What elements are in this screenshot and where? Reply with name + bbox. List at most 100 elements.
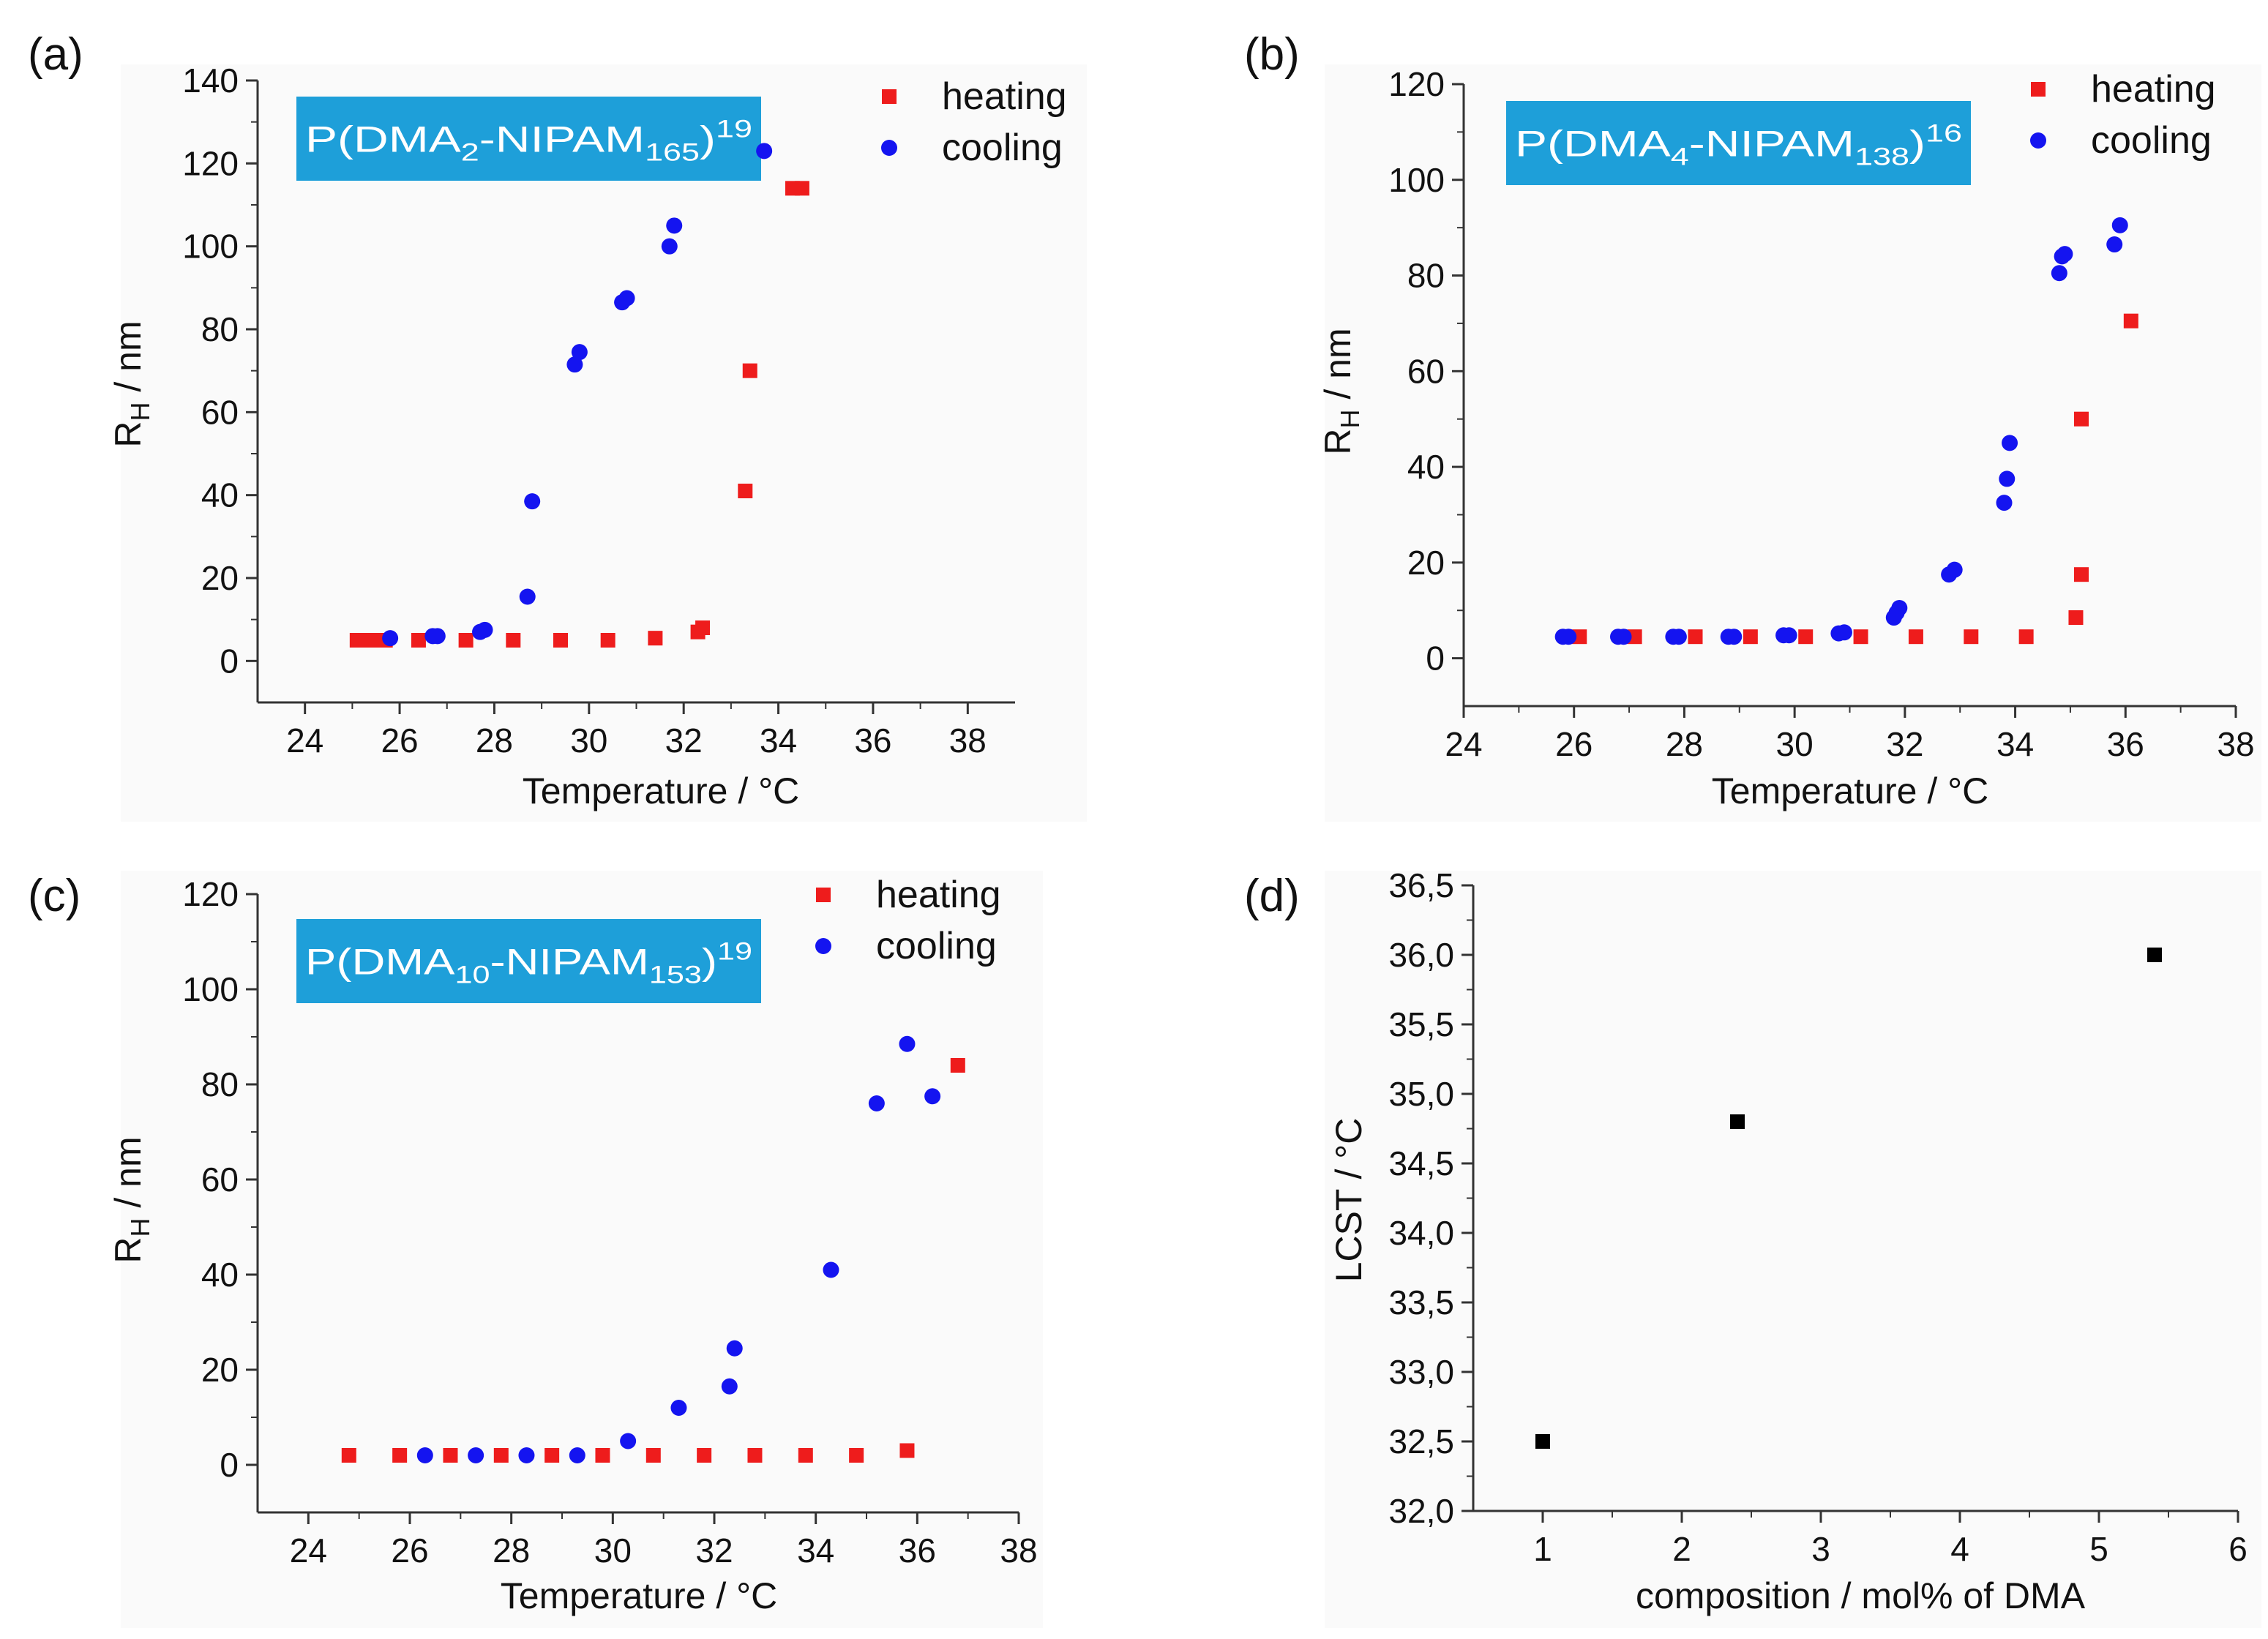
y-tick-label: 36,0 <box>1388 936 1454 974</box>
data-point-cooling <box>726 1340 743 1357</box>
legend-label-cooling: cooling <box>876 925 997 967</box>
data-point-heating <box>1688 629 1703 645</box>
y-tick-label: 120 <box>182 875 239 913</box>
y-tick-label: 80 <box>201 1065 239 1103</box>
data-point-cooling <box>1670 629 1687 645</box>
data-point-cooling <box>569 1447 585 1463</box>
data-point-heating <box>341 1448 356 1463</box>
y-axis-label: RH / nm <box>1317 328 1365 454</box>
data-point-cooling <box>519 588 536 605</box>
y-tick-label: 33,0 <box>1388 1353 1454 1391</box>
data-point-cooling <box>756 143 773 160</box>
data-point-heating <box>493 1448 509 1463</box>
x-tick-label: 5 <box>2089 1530 2108 1568</box>
data-point-cooling <box>429 628 446 645</box>
data-point-cooling <box>416 1447 433 1463</box>
data-point-heating <box>506 633 521 648</box>
x-axis-label: Temperature / °C <box>523 770 799 811</box>
title-box <box>296 919 761 1003</box>
x-tick-label: 34 <box>760 721 797 760</box>
x-tick-label: 30 <box>594 1531 632 1569</box>
data-point-heating <box>2068 610 2084 626</box>
x-tick-label: 4 <box>1950 1530 1969 1568</box>
panel-label: (a) <box>28 29 83 80</box>
data-point-cooling <box>566 356 583 373</box>
data-point-heating <box>595 1448 610 1463</box>
data-point-heating <box>695 620 711 635</box>
data-point-heating <box>1627 629 1642 645</box>
y-tick-label: 32,0 <box>1388 1492 1454 1530</box>
data-point-heating <box>648 631 663 646</box>
data-point-heating <box>798 1448 813 1463</box>
x-tick-label: 32 <box>665 721 703 760</box>
legend-label-cooling: cooling <box>942 127 1063 169</box>
data-point-cooling <box>2002 435 2018 451</box>
data-point-cooling <box>1946 561 1963 578</box>
y-tick-label: 100 <box>182 970 239 1008</box>
panel-background <box>1325 64 2261 822</box>
data-point-cooling <box>1999 470 2016 487</box>
title-box <box>1506 101 1971 185</box>
chart-panel-c: 24 26 28 30 32 34 36 38 0 20 40 60 80 100 120 Temperatu… <box>28 871 1043 1628</box>
y-tick-label: 0 <box>220 1446 239 1484</box>
y-tick-label: 34,0 <box>1388 1214 1454 1252</box>
data-point-heating <box>2074 567 2089 582</box>
data-point-heating <box>2074 411 2089 427</box>
data-point-heating <box>364 633 379 648</box>
x-tick-label: 30 <box>1776 725 1814 763</box>
data-point-heating <box>747 1448 763 1463</box>
x-tick-label: 24 <box>286 721 323 760</box>
data-point-cooling <box>524 493 541 510</box>
data-point-heating <box>349 633 364 648</box>
y-tick-label: 36,5 <box>1388 866 1454 904</box>
y-tick-label: 100 <box>1388 161 1445 199</box>
data-point-cooling <box>620 1433 637 1449</box>
y-tick-label: 40 <box>201 476 239 514</box>
data-point-heating <box>738 484 753 498</box>
panel-background <box>1325 871 2261 1628</box>
y-tick-label: 35,0 <box>1388 1075 1454 1113</box>
data-point-cooling <box>476 621 493 638</box>
data-point-heating <box>899 1443 915 1458</box>
legend-label-heating: heating <box>876 874 1001 916</box>
data-point-cooling <box>1891 599 1908 616</box>
data-point-LCST <box>2147 948 2162 962</box>
x-axis-label: Temperature / °C <box>1712 770 1988 811</box>
data-point-heating <box>2018 629 2034 645</box>
data-point-heating <box>2123 313 2138 329</box>
x-tick-label: 32 <box>1886 725 1923 763</box>
data-point-heating <box>392 1448 408 1463</box>
y-tick-label: 20 <box>1407 544 1445 582</box>
data-point-heating <box>1964 629 1979 645</box>
y-tick-label: 32,5 <box>1388 1422 1454 1460</box>
legend-marker-heating <box>2031 82 2046 97</box>
data-point-cooling <box>468 1447 484 1463</box>
y-tick-label: 0 <box>220 642 239 680</box>
y-tick-label: 35,5 <box>1388 1005 1454 1043</box>
chart-panel-a: 24 26 28 30 32 34 36 38 0 20 40 60 80 100 120 140 Temper… <box>28 29 1087 822</box>
x-tick-label: 6 <box>2228 1530 2248 1568</box>
x-tick-label: 24 <box>1445 725 1482 763</box>
x-axis-label: composition / mol% of DMA <box>1636 1575 2086 1616</box>
chart-title: P(DMA 2 -NIPAM 165) 19 <box>305 116 752 167</box>
data-point-cooling <box>670 1400 687 1416</box>
x-tick-label: 2 <box>1672 1530 1691 1568</box>
data-point-cooling <box>1726 629 1743 645</box>
data-point-heating <box>645 1448 661 1463</box>
y-tick-label: 40 <box>201 1256 239 1294</box>
data-point-heating <box>794 181 809 196</box>
y-axis-label: RH / nm <box>108 320 155 447</box>
data-point-cooling <box>666 217 683 234</box>
data-point-cooling <box>1835 624 1852 641</box>
data-point-cooling <box>1781 627 1797 644</box>
data-point-heating <box>600 633 615 648</box>
y-tick-label: 33,5 <box>1388 1283 1454 1321</box>
data-point-heating <box>950 1058 965 1073</box>
chart-title: P(DMA 4 -NIPAM 138) 16 <box>1515 120 1962 171</box>
x-tick-label: 34 <box>797 1531 834 1569</box>
data-point-heating <box>1798 629 1814 645</box>
x-tick-label: 36 <box>2107 725 2144 763</box>
legend-marker-cooling <box>815 938 831 954</box>
y-axis-label: RH / nm <box>108 1136 155 1263</box>
